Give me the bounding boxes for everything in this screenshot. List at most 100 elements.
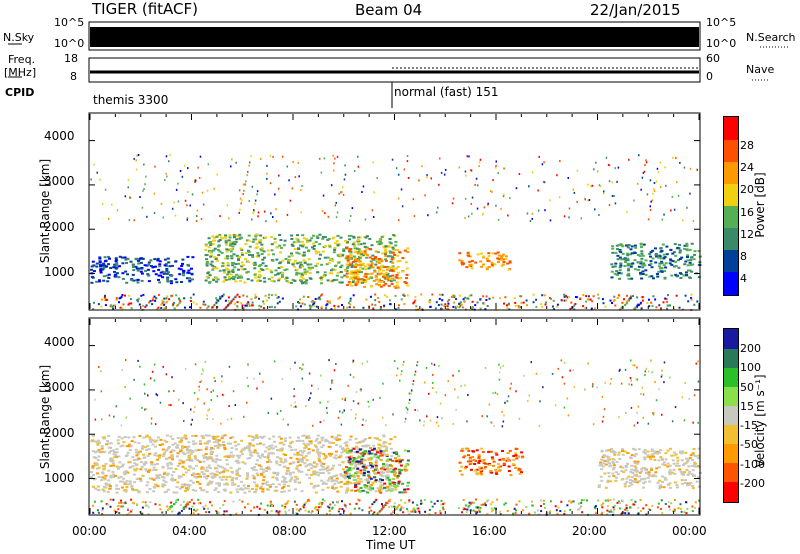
echo-cell: [209, 467, 212, 470]
echo-cell: [630, 454, 634, 457]
echo-cell: [142, 436, 146, 439]
echo-cell: [104, 474, 108, 477]
echo-cell: [598, 464, 602, 467]
echo-cell: [507, 465, 511, 468]
echo-cell: [115, 491, 119, 494]
scatter-cell: [406, 408, 409, 411]
noise-cell: [121, 307, 124, 310]
echo-cell: [406, 284, 410, 287]
echo-cell: [180, 265, 184, 267]
noise-cell: [377, 297, 380, 299]
echo-cell: [229, 248, 233, 250]
xtick-0800: 08:00: [272, 524, 307, 538]
echo-cell: [169, 435, 173, 438]
echo-cell: [215, 482, 219, 485]
echo-cell: [642, 486, 646, 489]
scatter-cell: [653, 411, 655, 414]
noise-cell: [93, 500, 96, 503]
noise-cell: [456, 305, 458, 308]
scatter-cell: [628, 158, 630, 161]
echo-cell: [343, 269, 347, 272]
nsearch-label: N.Search: [746, 31, 796, 44]
echo-cell: [483, 467, 487, 470]
noise-cell: [246, 503, 249, 505]
echo-cell: [306, 452, 310, 455]
noise-cell: [217, 299, 220, 302]
echo-cell: [272, 452, 275, 455]
echo-cell: [230, 447, 234, 449]
noise-cell: [328, 509, 331, 512]
echo-cell: [147, 470, 150, 473]
scatter-cell: [455, 408, 457, 411]
scatter-cell: [143, 383, 146, 386]
echo-cell: [601, 459, 605, 462]
echo-cell: [380, 281, 384, 283]
noise-cell: [414, 510, 417, 513]
scatter-cell: [635, 378, 638, 381]
echo-cell: [398, 458, 402, 461]
beam-title: Beam 04: [355, 1, 423, 19]
noise-cell: [563, 293, 566, 296]
noise-cell: [693, 303, 696, 306]
echo-cell: [303, 273, 307, 276]
scatter-cell: [561, 376, 564, 379]
echo-cell: [660, 457, 664, 460]
echo-cell: [641, 263, 644, 266]
echo-cell: [689, 259, 693, 262]
echo-cell: [135, 267, 139, 270]
noise-cell: [403, 295, 406, 297]
echo-cell: [379, 450, 383, 453]
scatter-cell: [276, 412, 279, 415]
echo-cell: [360, 271, 363, 274]
echo-cell: [458, 259, 462, 262]
noise-cell: [127, 303, 130, 306]
echo-cell: [147, 261, 151, 264]
echo-cell: [364, 467, 368, 469]
echo-cell: [240, 448, 244, 451]
echo-cell: [214, 436, 217, 439]
echo-cell: [158, 263, 162, 266]
scatter-cell: [373, 191, 375, 194]
noise-cell: [531, 504, 534, 507]
echo-cell: [381, 466, 385, 469]
echo-cell: [608, 462, 612, 465]
echo-cell: [368, 452, 372, 455]
echo-cell: [233, 441, 237, 443]
noise-cell: [379, 306, 382, 308]
echo-cell: [286, 467, 290, 470]
echo-cell: [311, 465, 315, 468]
echo-cell: [237, 268, 240, 271]
echo-cell: [325, 469, 329, 472]
echo-cell: [174, 260, 178, 263]
echo-cell: [501, 258, 505, 261]
echo-cell: [353, 264, 357, 267]
echo-cell: [633, 465, 637, 468]
noise-cell: [163, 303, 166, 306]
noise-cell: [101, 509, 104, 512]
echo-cell: [672, 251, 676, 254]
echo-cell: [259, 234, 263, 237]
echo-cell: [649, 458, 653, 461]
noise-cell: [211, 306, 214, 309]
echo-cell: [243, 446, 247, 449]
scatter-cell: [683, 419, 686, 422]
echo-cell: [277, 279, 281, 282]
echo-cell: [690, 473, 694, 476]
noise-cell: [180, 509, 183, 512]
echo-cell: [131, 273, 135, 276]
noise-cell: [374, 293, 377, 296]
echo-cell: [301, 234, 305, 237]
echo-cell: [223, 489, 227, 492]
echo-cell: [676, 459, 680, 462]
echo-cell: [156, 476, 160, 479]
noise-cell: [660, 307, 662, 310]
scatter-cell: [611, 195, 614, 197]
noise-cell: [691, 505, 694, 508]
scatter-cell: [496, 393, 499, 396]
scatter-cell: [529, 220, 532, 222]
echo-cell: [487, 252, 491, 255]
echo-cell: [403, 468, 407, 471]
echo-cell: [162, 476, 166, 479]
echo-cell: [92, 478, 96, 481]
echo-cell: [156, 474, 160, 477]
